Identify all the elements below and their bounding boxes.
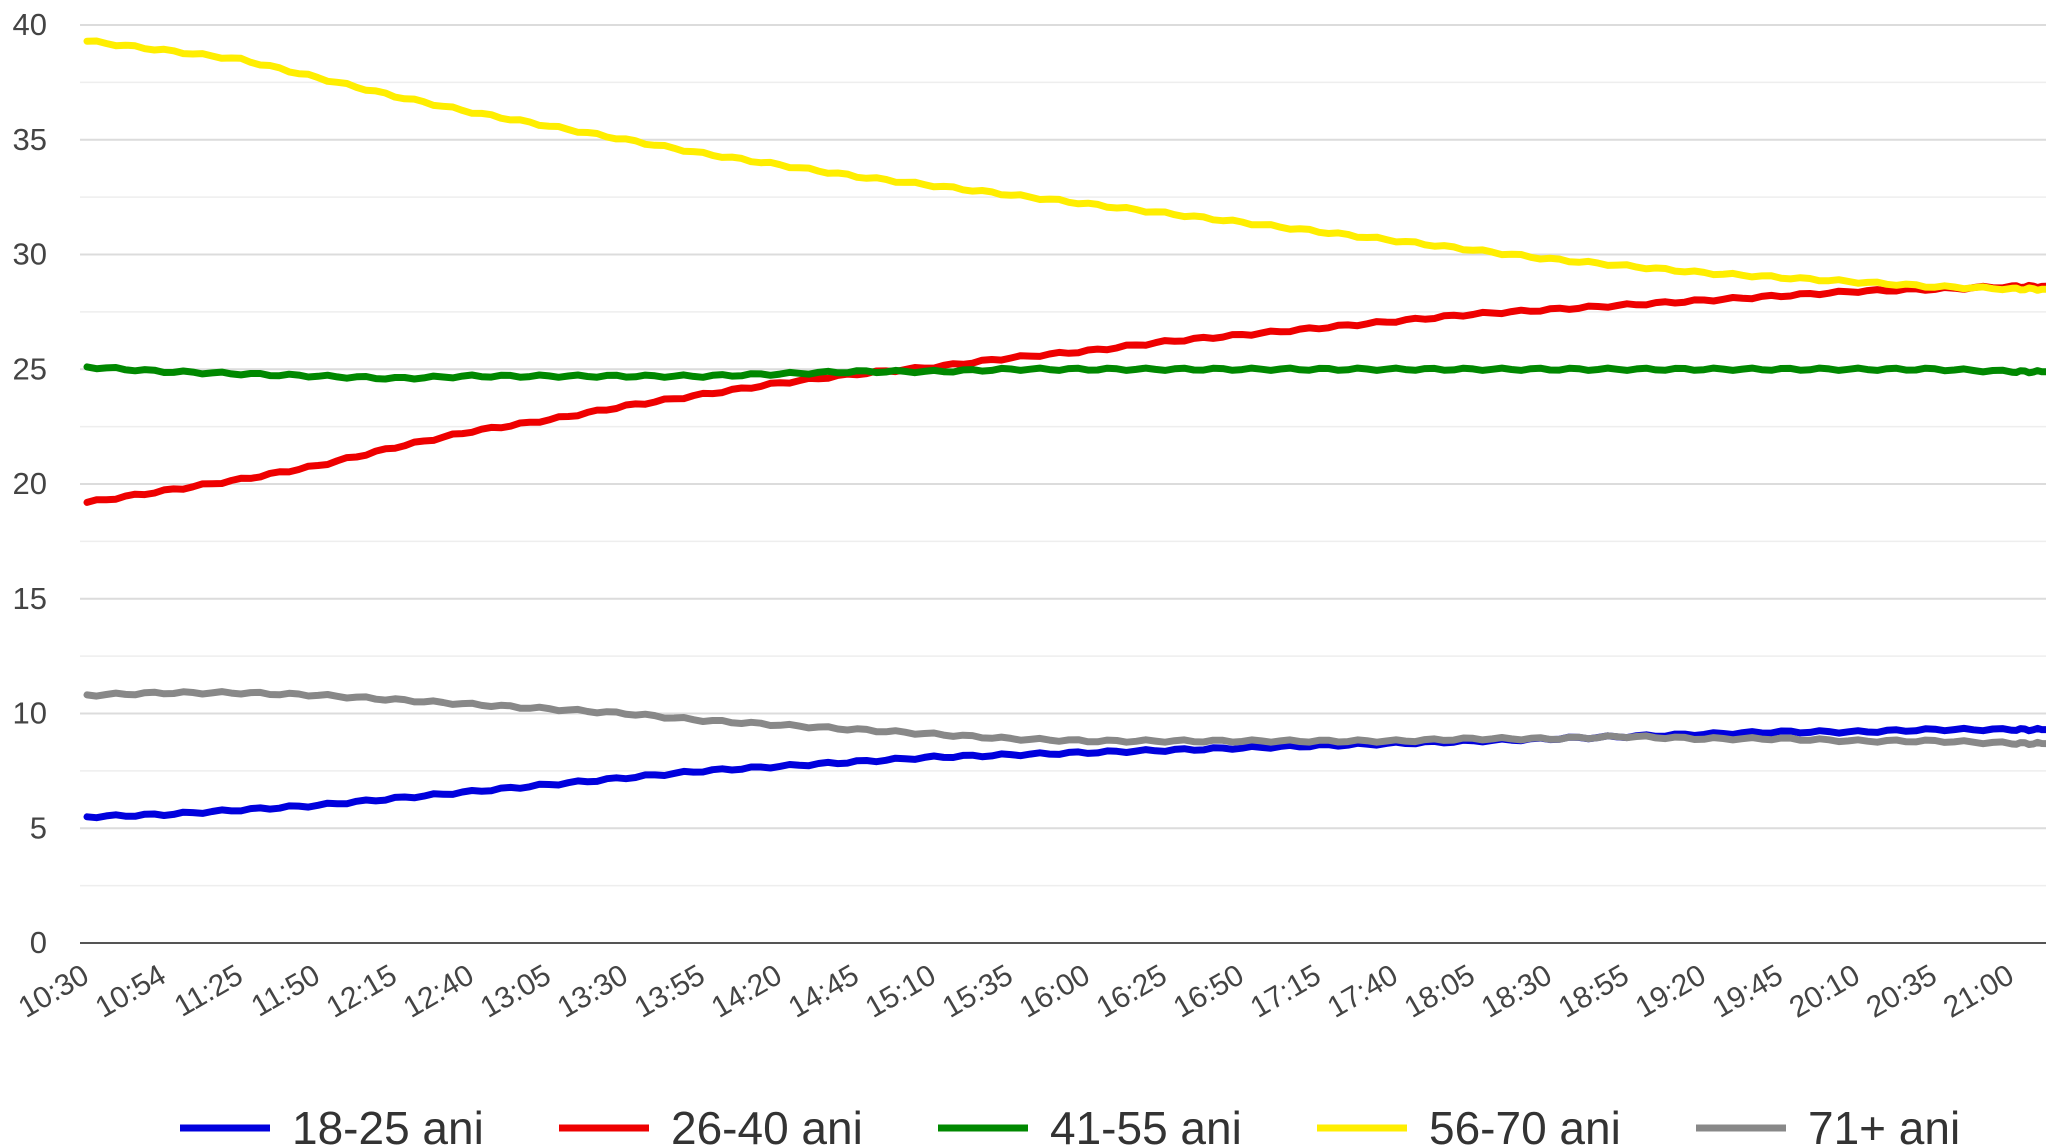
legend-label: 41-55 ani: [1050, 1102, 1242, 1148]
y-tick-label: 30: [13, 237, 47, 272]
y-tick-label: 5: [30, 810, 47, 845]
legend-label: 18-25 ani: [292, 1102, 484, 1148]
x-tick-label: 14:45: [783, 958, 865, 1024]
x-tick-label: 18:05: [1399, 958, 1481, 1024]
legend-label: 71+ ani: [1808, 1102, 1960, 1148]
x-tick-label: 13:30: [552, 958, 634, 1024]
legend-label: 56-70 ani: [1429, 1102, 1621, 1148]
x-tick-label: 20:35: [1861, 958, 1943, 1024]
legend-item: 71+ ani: [1696, 1102, 1960, 1148]
y-tick-label: 40: [13, 7, 47, 42]
x-tick-label: 16:00: [1014, 958, 1096, 1024]
x-tick-label: 19:20: [1630, 958, 1712, 1024]
y-tick-label: 0: [30, 925, 47, 960]
x-tick-label: 15:35: [937, 958, 1019, 1024]
legend-item: 18-25 ani: [180, 1102, 484, 1148]
x-tick-label: 16:25: [1091, 958, 1173, 1024]
y-tick-label: 25: [13, 351, 47, 386]
x-tick-label: 12:40: [398, 958, 480, 1024]
x-tick-label: 10:30: [13, 958, 95, 1024]
legend: 18-25 ani 26-40 ani 41-55 ani 56-70 ani 71+ …: [180, 1102, 1960, 1148]
x-tick-label: 14:20: [706, 958, 788, 1024]
y-tick-label: 15: [13, 581, 47, 616]
x-tick-label: 18:30: [1476, 958, 1558, 1024]
x-tick-label: 13:55: [629, 958, 711, 1024]
series-lines: [83, 37, 2046, 822]
x-tick-label: 18:55: [1553, 958, 1635, 1024]
x-tick-label: 17:40: [1322, 958, 1404, 1024]
x-tick-label: 21:00: [1938, 958, 2020, 1024]
y-tick-label: 20: [13, 466, 47, 501]
y-tick-label: 10: [13, 696, 47, 731]
series-line-71-ani: [83, 688, 2046, 748]
legend-label: 26-40 ani: [671, 1102, 863, 1148]
legend-item: 56-70 ani: [1317, 1102, 1621, 1148]
x-tick-label: 13:05: [475, 958, 557, 1024]
y-tick-label: 35: [13, 122, 47, 157]
x-tick-label: 12:15: [321, 958, 403, 1024]
series-line-41-55-ani: [83, 363, 2046, 383]
x-tick-label: 19:45: [1707, 958, 1789, 1024]
x-tick-label: 10:54: [90, 958, 172, 1024]
x-tick-label: 16:50: [1168, 958, 1250, 1024]
series-line-26-40-ani: [83, 281, 2046, 506]
legend-item: 41-55 ani: [938, 1102, 1242, 1148]
legend-item: 26-40 ani: [559, 1102, 863, 1148]
x-tick-label: 17:15: [1245, 958, 1327, 1024]
axes: 0 5 10 15 20 25 30 35 40 10:3010:5411:2511:5012:1…: [13, 7, 2046, 1025]
x-tick-label: 11:50: [246, 958, 326, 1023]
x-tick-label: 15:10: [860, 958, 942, 1024]
series-line-18-25-ani: [83, 724, 2046, 822]
x-tick-label: 20:10: [1784, 958, 1866, 1024]
series-line-56-70-ani: [83, 37, 2046, 294]
x-tick-label: 11:25: [169, 958, 249, 1023]
